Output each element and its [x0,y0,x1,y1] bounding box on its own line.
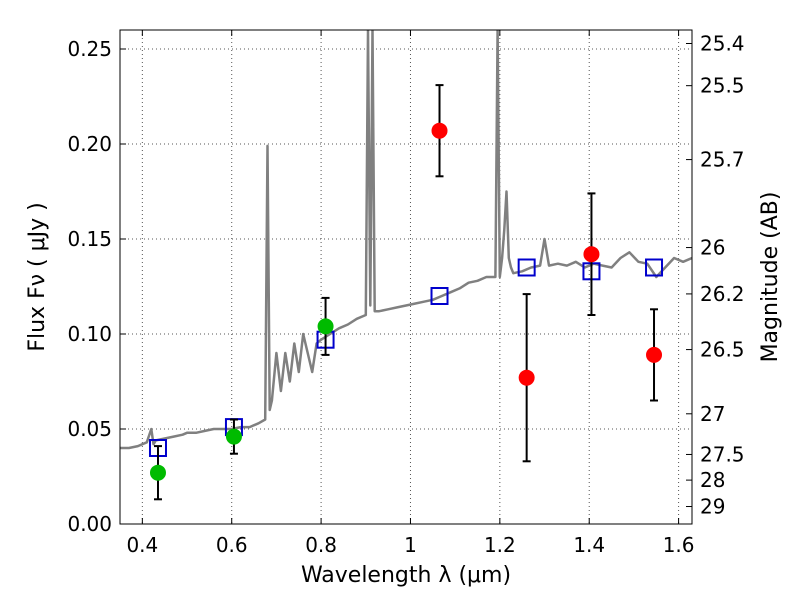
model-photometry-square [517,258,536,277]
x-tick-label: 1.2 [484,533,516,557]
x-tick-label: 0.8 [305,533,337,557]
y-tick-label: 0.15 [67,227,112,251]
sed-model-line [120,30,692,450]
detection-point [225,428,242,445]
x-axis-label: Wavelength λ (μm) [301,563,511,588]
detection-point [317,318,334,335]
mag-tick-label: 27.5 [700,442,745,466]
detection-point [431,122,448,139]
x-tick-label: 1 [404,533,417,557]
detection-point [583,246,600,263]
mag-tick-label: 26.2 [700,282,745,306]
mag-tick-label: 26 [700,236,725,260]
y-tick-label: 0.20 [67,132,112,156]
y-tick-label: 0.10 [67,322,112,346]
mag-tick-label: 28 [700,468,725,492]
y2-axis-label: Magnitude (AB) [758,192,783,363]
mag-tick-label: 26.5 [700,338,745,362]
y-tick-label: 0.00 [67,512,112,536]
model-photometry-square [645,258,664,277]
x-tick-label: 1.4 [573,533,605,557]
axes-layer: 0.4 0.6 0.8 1 1.2 1.4 1.6 0.00 0.05 0.10 0.15 0.20 0… [67,30,745,557]
detection-point [149,464,166,481]
mag-tick-label: 25.4 [700,31,745,55]
grid-layer [120,30,692,525]
mag-tick-label: 25.7 [700,148,745,172]
y-tick-label: 0.05 [67,417,112,441]
plot-frame [119,29,693,525]
mag-tick-label: 29 [700,495,725,519]
mag-tick-label: 25.5 [700,74,745,98]
mag-tick-label: 27 [700,402,725,426]
model-photometry-square [430,287,449,305]
y-axis-label: Flux Fν ( μJy ) [25,202,50,351]
plot-layer [120,30,692,501]
detection-point [518,369,535,386]
detection-point [646,346,663,363]
y-tick-label: 0.25 [67,37,112,61]
x-tick-label: 0.6 [216,533,248,557]
x-tick-label: 0.4 [126,533,158,557]
x-tick-label: 1.6 [663,533,695,557]
